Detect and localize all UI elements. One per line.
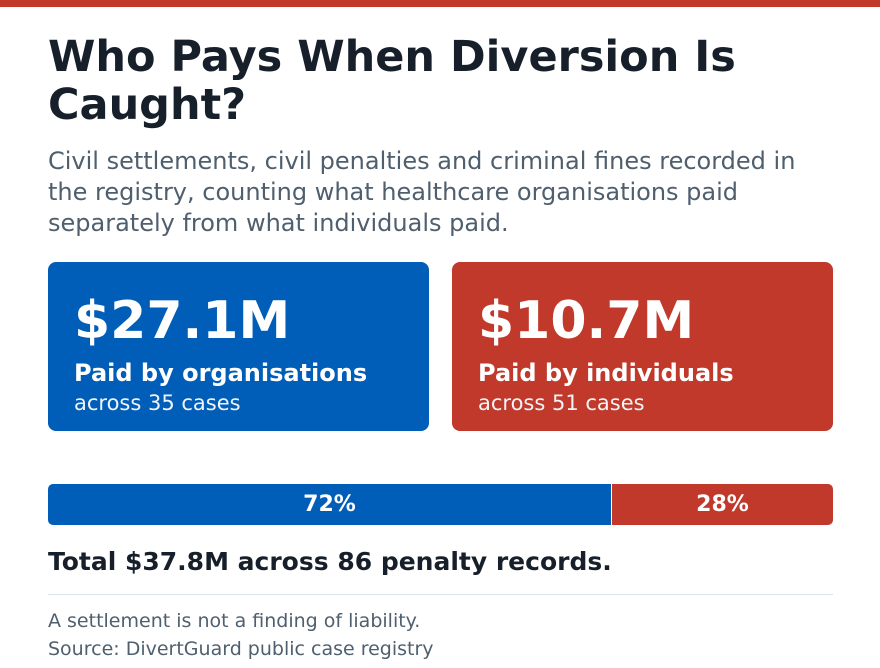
share-bar: 72% 28% — [48, 484, 833, 525]
source-note: Source: DivertGuard public case registry — [48, 638, 434, 660]
organisations-cases: across 35 cases — [74, 391, 241, 415]
divider — [48, 594, 833, 595]
organisations-label: Paid by organisations — [74, 359, 368, 387]
individuals-amount: $10.7M — [478, 291, 695, 351]
organisations-share-segment: 72% — [48, 484, 611, 525]
header: Who Pays When Diversion Is Caught? Civil… — [48, 33, 833, 239]
top-accent-bar — [0, 0, 880, 7]
page-title: Who Pays When Diversion Is Caught? — [48, 32, 736, 130]
individuals-share-segment: 28% — [611, 484, 833, 525]
organisations-amount: $27.1M — [74, 291, 291, 351]
individuals-card: $10.7M Paid by individuals across 51 cas… — [452, 262, 833, 431]
individuals-cases: across 51 cases — [478, 391, 645, 415]
summary-cards: $27.1M Paid by organisations across 35 c… — [48, 262, 833, 431]
page-subtitle: Civil settlements, civil penalties and c… — [48, 147, 796, 237]
total-summary: Total $37.8M across 86 penalty records. — [48, 547, 612, 576]
footnotes: A settlement is not a finding of liabili… — [48, 607, 434, 663]
organisations-share-label: 72% — [303, 492, 356, 517]
individuals-share-label: 28% — [696, 492, 749, 517]
disclaimer: A settlement is not a finding of liabili… — [48, 610, 421, 632]
individuals-label: Paid by individuals — [478, 359, 734, 387]
organisations-card: $27.1M Paid by organisations across 35 c… — [48, 262, 429, 431]
